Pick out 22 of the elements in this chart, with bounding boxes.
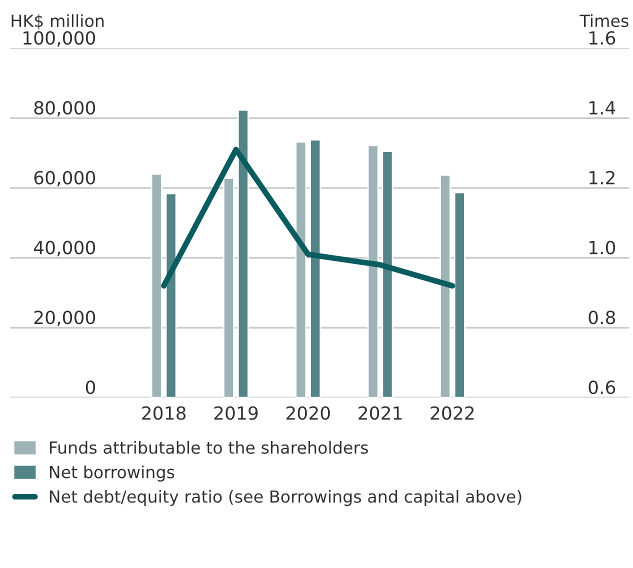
legend-label: Net debt/equity ratio (see Borrowings and capital above) xyxy=(50,490,522,506)
y2-tick-label: 0.8 xyxy=(588,310,616,324)
x-tick-label: 2019 xyxy=(214,406,258,420)
y2-tick-label: 1.0 xyxy=(590,240,616,254)
legend-label: Funds attributable to the shareholders xyxy=(50,441,368,454)
y-tick-label: 40,000 xyxy=(34,240,96,256)
y-tick-label: 0 xyxy=(86,380,96,394)
x-tick-label: 2020 xyxy=(286,406,330,420)
y2-tick-label: 0.6 xyxy=(588,380,616,394)
y-tick-label: 20,000 xyxy=(34,310,96,326)
y-axis-title: HK$ million xyxy=(12,14,104,30)
y-tick-label: 80,000 xyxy=(34,100,96,116)
y-tick-label: 100,000 xyxy=(24,31,96,47)
x-tick-label: 2021 xyxy=(358,406,402,420)
x-tick-label: 2022 xyxy=(430,406,474,420)
legend-label: Net borrowings xyxy=(50,465,174,482)
y-tick-label: 60,000 xyxy=(34,170,96,186)
x-tick-label: 2018 xyxy=(142,406,186,420)
y2-tick-label: 1.4 xyxy=(590,101,616,114)
y2-tick-label: 1.6 xyxy=(590,31,616,45)
y2-tick-label: 1.2 xyxy=(590,170,614,184)
y2-axis-title: Times xyxy=(580,14,628,28)
